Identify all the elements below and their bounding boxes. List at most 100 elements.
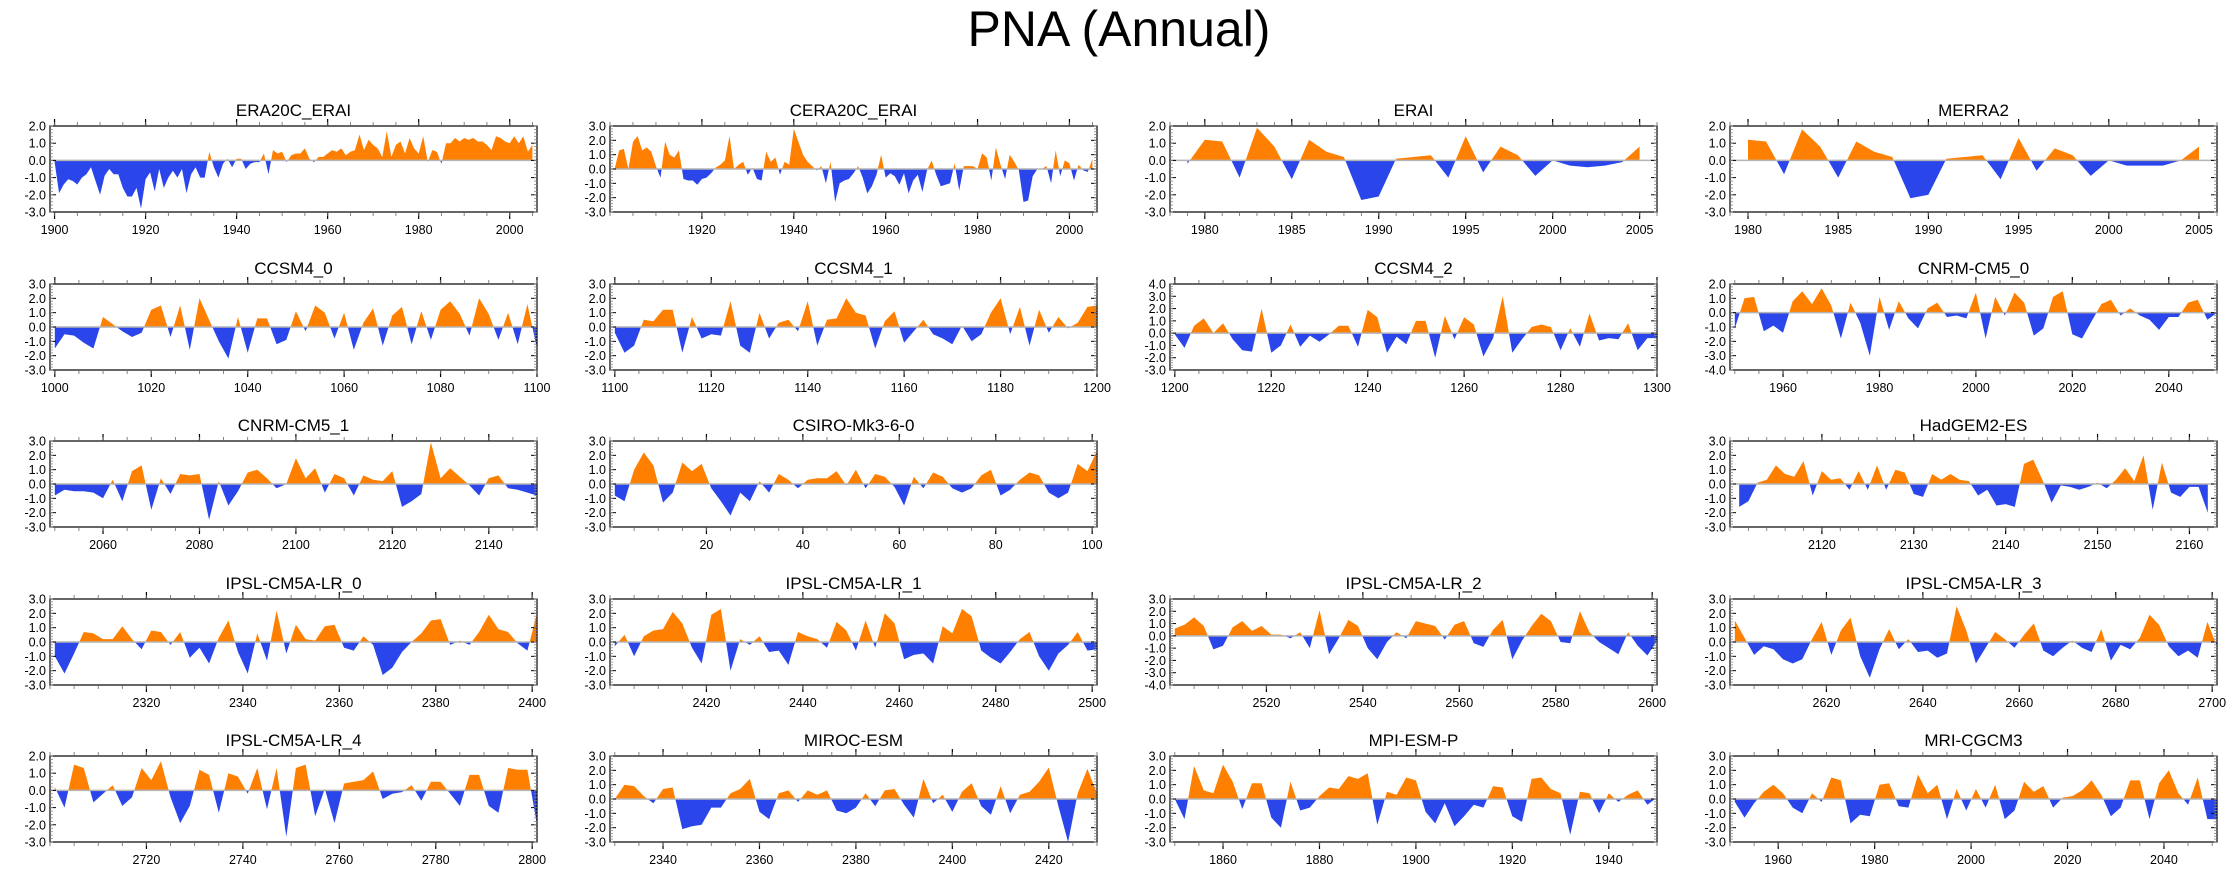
panel-ccsm4-1: CCSM4_1 3.02.01.00.0-1.0-2.0-3.0 1100 1120 1… xyxy=(584,259,1110,395)
x-tick-label: 2340 xyxy=(229,696,257,710)
y-tick-label: -2.0 xyxy=(24,188,46,202)
y-tick-label: 2.0 xyxy=(589,449,606,463)
y-tick-label: -1.0 xyxy=(1704,807,1726,821)
x-tick-label: 1980 xyxy=(405,223,433,237)
y-tick-label: 0.0 xyxy=(1149,154,1166,168)
x-tick-label: 1960 xyxy=(1764,853,1792,867)
negative-area xyxy=(1748,160,2199,199)
negative-area xyxy=(1174,635,1657,660)
panel-title: MIROC-ESM xyxy=(804,731,903,750)
x-tick-label: 2560 xyxy=(1445,696,1473,710)
x-tick-label: 1980 xyxy=(1191,223,1219,237)
y-tick-label: -3.0 xyxy=(584,206,606,220)
y-tick-label: 2.0 xyxy=(1149,764,1166,778)
panel-mri-cgcm3: MRI-CGCM3 3.02.01.00.0-1.0-2.0-3.0 1960 198… xyxy=(1704,731,2218,867)
panel-csiro-mk3-6-0: CSIRO-Mk3-6-0 3.02.01.00.0-1.0-2.0-3.0 20 4… xyxy=(584,416,1102,552)
y-tick-label: -3.0 xyxy=(24,521,46,535)
x-tick-label: 1240 xyxy=(1354,381,1382,395)
panel-title: CERA20C_ERAI xyxy=(790,101,918,120)
x-tick-label: 2120 xyxy=(1808,538,1836,552)
y-tick-label: 2.0 xyxy=(1709,278,1726,292)
positive-area xyxy=(1174,296,1657,334)
y-tick-label: -3.0 xyxy=(1704,521,1726,535)
negative-area xyxy=(56,790,537,837)
y-tick-label: -2.0 xyxy=(1704,821,1726,835)
panel-hadgem2-es: HadGEM2-ES 3.02.01.00.0-1.0-2.0-3.0 2120 21… xyxy=(1704,416,2218,552)
y-tick-label: 1.0 xyxy=(1709,292,1726,306)
panel-ipsl-cm5a-lr-3: IPSL-CM5A-LR_3 3.02.01.00.0-1.0-2.0-3.0 26… xyxy=(1704,574,2226,710)
x-tick-label: 1940 xyxy=(1595,853,1623,867)
y-tick-label: 0.0 xyxy=(29,321,46,335)
y-tick-label: -2.0 xyxy=(24,506,46,520)
y-tick-label: 1.0 xyxy=(1149,617,1166,631)
y-tick-label: 0.0 xyxy=(1709,478,1726,492)
x-tick-label: 2160 xyxy=(2176,538,2204,552)
positive-area xyxy=(1739,455,2208,484)
x-tick-label: 1995 xyxy=(2005,223,2033,237)
x-tick-label: 2000 xyxy=(1056,223,1084,237)
x-tick-label: 2020 xyxy=(2054,853,2082,867)
x-tick-label: 1900 xyxy=(1402,853,1430,867)
y-tick-label: -1.0 xyxy=(24,335,46,349)
y-tick-label: -1.0 xyxy=(584,807,606,821)
x-tick-label: 1100 xyxy=(524,381,551,395)
y-tick-label: 2.0 xyxy=(589,134,606,148)
x-tick-label: 1980 xyxy=(1734,223,1762,237)
y-tick-label: 0.0 xyxy=(29,636,46,650)
x-tick-label: 1995 xyxy=(1452,223,1480,237)
y-tick-label: 0.0 xyxy=(29,478,46,492)
positive-area xyxy=(54,610,537,642)
panel-merra2: MERRA2 2.0 1.0 0.0 -1.0 -2.0 -3.0 1980 1985 1990 1… xyxy=(1704,101,2218,237)
x-tick-label: 1920 xyxy=(688,223,716,237)
x-tick-label: 1280 xyxy=(1547,381,1575,395)
x-tick-label: 2140 xyxy=(1992,538,2020,552)
x-tick-label: 1000 xyxy=(41,381,69,395)
y-tick-label: 2.0 xyxy=(589,607,606,621)
x-tick-label: 1200 xyxy=(1161,381,1189,395)
x-tick-label: 2700 xyxy=(2198,696,2226,710)
y-tick-label: -1.0 xyxy=(24,171,46,185)
panel-title: IPSL-CM5A-LR_1 xyxy=(785,574,921,593)
y-tick-label: -3.0 xyxy=(1704,349,1726,363)
y-tick-label: 1.0 xyxy=(589,306,606,320)
x-tick-label: 1960 xyxy=(314,223,342,237)
y-tick-label: 0.0 xyxy=(1149,327,1166,341)
x-tick-label: 2740 xyxy=(229,853,257,867)
panel-ccsm4-0: CCSM4_0 3.02.01.00.0-1.0-2.0-3.0 1000 1020 1… xyxy=(24,259,551,395)
x-tick-label: 1120 xyxy=(698,381,725,395)
y-tick-label: 2.0 xyxy=(1709,449,1726,463)
x-tick-label: 1990 xyxy=(1365,223,1393,237)
x-tick-label: 1980 xyxy=(1866,381,1894,395)
x-tick-label: 2440 xyxy=(789,696,817,710)
y-tick-label: -3.0 xyxy=(1144,206,1166,220)
negative-area xyxy=(1174,799,1657,835)
positive-area xyxy=(614,128,1093,169)
y-tick-label: 2.0 xyxy=(29,449,46,463)
panel-title: HadGEM2-ES xyxy=(1920,416,2028,435)
y-tick-label: -3.0 xyxy=(1144,836,1166,850)
y-tick-label: -1.0 xyxy=(584,177,606,191)
x-tick-label: 2600 xyxy=(1638,696,1666,710)
panel-title: CNRM-CM5_0 xyxy=(1918,259,2029,278)
x-tick-label: 2500 xyxy=(1078,696,1106,710)
x-tick-label: 1080 xyxy=(427,381,455,395)
y-tick-label: -3.0 xyxy=(24,679,46,693)
y-tick-label: 0.0 xyxy=(1709,636,1726,650)
plot-frame xyxy=(1169,283,1658,371)
panel-ipsl-cm5a-lr-0: IPSL-CM5A-LR_0 3.02.01.00.0-1.0-2.0-3.0 23… xyxy=(24,574,546,710)
y-tick-label: 0.0 xyxy=(589,163,606,177)
panel-title: CNRM-CM5_1 xyxy=(238,416,349,435)
y-tick-label: -1.0 xyxy=(1144,642,1166,656)
y-tick-label: 3.0 xyxy=(589,750,606,764)
negative-area xyxy=(54,484,537,520)
x-tick-label: 1260 xyxy=(1450,381,1478,395)
y-tick-label: -2.0 xyxy=(584,191,606,205)
x-tick-label: 2000 xyxy=(2095,223,2123,237)
x-tick-label: 2000 xyxy=(1539,223,1567,237)
x-tick-label: 40 xyxy=(796,538,810,552)
y-tick-label: 2.0 xyxy=(29,607,46,621)
x-tick-label: 1920 xyxy=(132,223,160,237)
panel-era20c-erai: ERA20C_ERAI 2.0 1.0 0.0 -1.0 -2.0 -3.0 1900 1920… xyxy=(24,101,538,237)
positive-area xyxy=(1174,764,1657,799)
positive-area xyxy=(614,609,1097,642)
